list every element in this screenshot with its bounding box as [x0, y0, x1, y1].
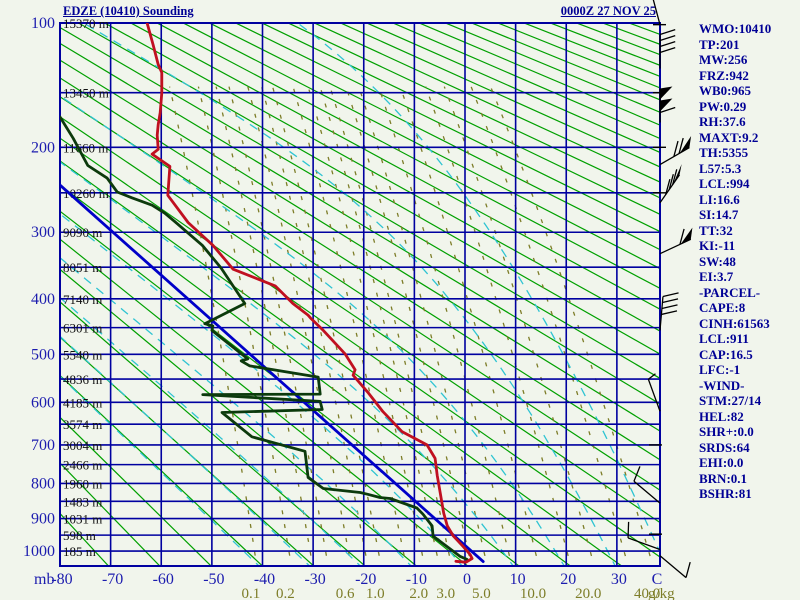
stat-line: LCL:994 [699, 176, 750, 191]
stat-line: CAP:16.5 [699, 346, 753, 362]
mixing-ratio-label: 10.0 [520, 586, 546, 600]
stat-line: EHI:0.0 [699, 455, 744, 470]
pressure-tick-label: 800 [31, 475, 55, 492]
altitude-label: 3004 m [63, 438, 102, 453]
stats-panel: WMO:10410 TP:201 MW:256 FRZ:942 WB0:965 PW:0.… [699, 21, 799, 502]
mixing-ratio-label: 1.0 [366, 586, 385, 600]
stat-line: RH:37.6 [699, 114, 746, 129]
stat-line: BRN:0.1 [699, 470, 748, 486]
stat-line: WB0:965 [699, 83, 751, 98]
page-title: EDZE (10410) Sounding [63, 4, 194, 18]
pressure-tick-label: 700 [31, 437, 55, 454]
altitude-label: 8051 m [63, 260, 102, 275]
mixing-ratio-label: 0.2 [276, 586, 295, 600]
temp-tick-label: -50 [203, 571, 224, 588]
sounding-datetime: 0000Z 27 NOV 25 [560, 4, 656, 18]
temp-tick-label: -80 [51, 571, 72, 588]
mixing-ratio-label: 20.0 [575, 586, 601, 600]
mixing-ratio-label: 5.0 [472, 586, 491, 600]
stat-line: MW:256 [699, 52, 748, 67]
stat-line: -WIND- [699, 377, 745, 393]
stat-line: SW:48 [699, 253, 736, 269]
altitude-label: 1960 m [63, 476, 102, 491]
temp-tick-label: -70 [102, 571, 123, 588]
altitude-label: 2466 m [63, 458, 102, 473]
stat-line: TH:5355 [699, 145, 749, 160]
temp-tick-label: -20 [355, 571, 376, 588]
altitude-label: 6301 m [63, 321, 102, 336]
altitude-label: 1031 m [63, 512, 102, 527]
stat-line: STM:27/14 [699, 393, 762, 408]
stat-line: SRDS:64 [699, 439, 750, 455]
temp-unit-label: C [652, 571, 663, 588]
parcel-curve [60, 183, 485, 563]
mixing-ratio-label: 0.6 [336, 586, 355, 600]
stat-line: MAXT:9.2 [699, 129, 759, 145]
mixing-unit-label: g/kg [648, 586, 675, 600]
stat-line: TT:32 [699, 222, 733, 238]
altitude-label: 7140 m [63, 292, 102, 307]
mixing-ratio-lines [168, 86, 654, 566]
mixing-ratio-label: 3.0 [436, 586, 455, 600]
stat-line: SI:14.7 [699, 207, 739, 222]
temp-tick-label: -10 [406, 571, 427, 588]
pressure-tick-label: 300 [31, 224, 55, 241]
stat-line: L57:5.3 [699, 160, 742, 176]
pressure-tick-label: 900 [31, 511, 55, 528]
pressure-unit-label: mb [34, 571, 54, 588]
stat-line: KI:-11 [699, 238, 736, 253]
temp-tick-label: -30 [304, 571, 325, 588]
stat-line: LI:16.6 [699, 191, 740, 207]
altitude-label: 3574 m [63, 417, 102, 432]
altitude-label: 11660 m [63, 140, 108, 155]
pressure-tick-label: 1000 [23, 543, 55, 560]
temp-tick-label: 10 [510, 571, 526, 588]
temp-tick-label: -40 [254, 571, 275, 588]
temperature-curve [145, 23, 474, 564]
wind-barbs [627, 0, 693, 579]
altitude-label: 185 m [63, 544, 96, 559]
stat-line: FRZ:942 [699, 67, 749, 83]
altitude-label: 13450 m [63, 86, 109, 101]
stat-line: -PARCEL- [699, 284, 761, 300]
stat-line: TP:201 [699, 36, 740, 52]
altitude-label: 4185 m [63, 395, 102, 410]
dewpoint-curve [60, 115, 469, 561]
stat-line: PW:0.29 [699, 98, 747, 114]
stat-line: LFC:-1 [699, 362, 741, 377]
stat-line: HEL:82 [699, 408, 744, 424]
altitude-label: 5540 m [63, 347, 102, 362]
stat-line: EI:3.7 [699, 269, 734, 284]
stat-line: WMO:10410 [699, 21, 772, 36]
stat-line: SHR+:0.0 [699, 424, 754, 439]
temp-tick-label: 20 [560, 571, 576, 588]
temp-tick-label: -60 [153, 571, 174, 588]
pressure-tick-label: 500 [31, 346, 55, 363]
pressure-tick-label: 600 [31, 394, 55, 411]
altitude-label: 9090 m [63, 225, 102, 240]
altitude-label: 15370 m [63, 16, 109, 31]
mixing-ratio-label: 0.1 [241, 586, 260, 600]
pressure-tick-label: 100 [31, 15, 55, 32]
altitude-label: 1483 m [63, 494, 102, 509]
temp-tick-label: 30 [611, 571, 627, 588]
stat-line: BSHR:81 [699, 486, 752, 501]
mixing-ratio-label: 40.0 [634, 586, 660, 600]
stat-line: CINH:61563 [699, 315, 770, 331]
stat-line: LCL:911 [699, 331, 749, 346]
pressure-tick-label: 400 [31, 291, 55, 308]
altitude-label: 598 m [63, 528, 96, 543]
altitude-label: 4836 m [63, 372, 102, 387]
grid [59, 22, 661, 567]
stat-line: CAPE:8 [699, 300, 746, 315]
pressure-tick-label: 200 [31, 139, 55, 156]
temp-tick-label: 0 [463, 571, 471, 588]
mixing-ratio-label: 2.0 [409, 586, 428, 600]
